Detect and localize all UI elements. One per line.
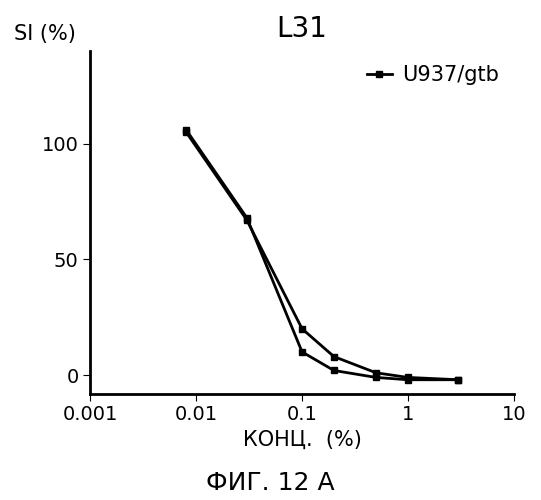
X-axis label: КОНЦ.  (%): КОНЦ. (%) xyxy=(243,430,361,450)
Text: ФИГ. 12 A: ФИГ. 12 A xyxy=(206,471,335,495)
Text: SI (%): SI (%) xyxy=(14,24,76,44)
Title: L31: L31 xyxy=(276,15,327,43)
Legend: U937/gtb: U937/gtb xyxy=(362,62,503,90)
